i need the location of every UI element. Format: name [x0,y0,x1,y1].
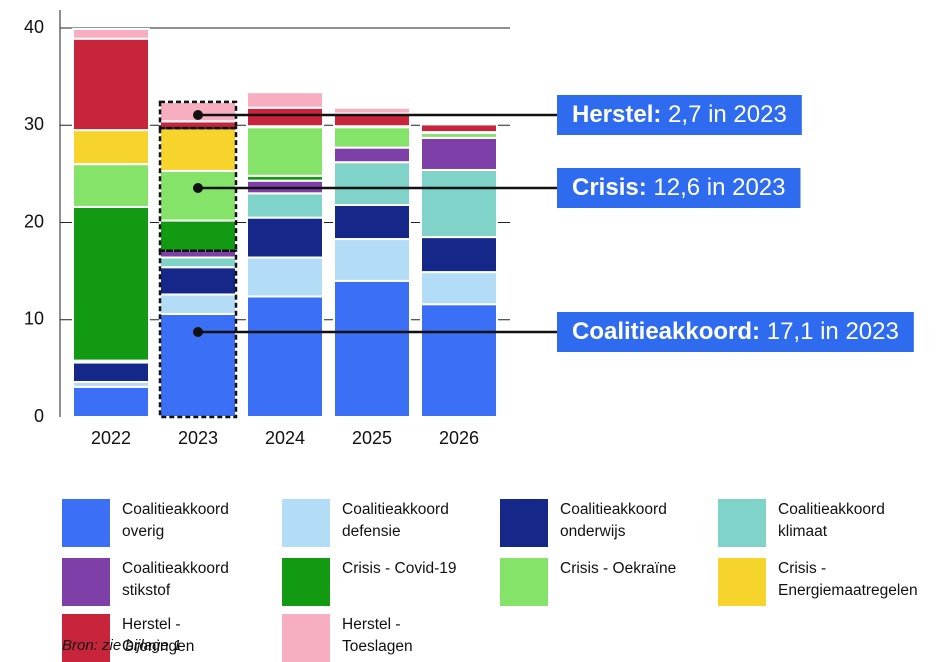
bar-segment [159,219,237,252]
legend-label: Crisis - Covid-19 [342,560,457,577]
bar-segment [246,126,324,177]
bar-segment [420,136,498,171]
annotation-space [647,174,654,201]
bar-segment [420,168,498,239]
bar-segment [72,129,150,166]
legend-item: Coalitieakkoord defensie [282,499,467,547]
bar-segment [72,27,150,40]
legend-swatch [62,499,110,547]
bar-segment [72,205,150,362]
legend-swatch [718,499,766,547]
annotation: Coalitieakkoord: 17,1 in 2023 [572,318,899,345]
legend-label: Coalitieakkoord onderwijs [560,501,667,540]
y-tick-label: 0 [34,406,44,426]
y-tick-label: 20 [24,211,44,231]
bar-segment [420,303,498,418]
legend-item: Coalitieakkoord onderwijs [500,499,685,547]
bar-segment [72,163,150,208]
legend-item: Coalitieakkoord klimaat [718,499,903,547]
bar-segment [72,37,150,132]
legend-item: Coalitieakkoord stikstof [62,558,247,606]
bar-segment [333,106,411,115]
legend-item: Crisis - Oekraïne [500,558,685,606]
bar-segment [420,271,498,306]
legend-label: Herstel - Toeslagen [342,616,413,655]
legend-label: Coalitieakkoord defensie [342,501,449,540]
bar-segment [333,203,411,241]
bar-segment [159,293,237,315]
bar-segment [333,146,411,164]
bar-segment [420,236,498,274]
legend-item: Herstel - Groningen [62,614,247,662]
bar-segment [246,295,324,418]
bar-segment [72,385,150,419]
annotation-box [557,312,914,352]
annotation-box [557,95,802,135]
legend-swatch [282,499,330,547]
annotation-text: 17,1 in 2023 [767,318,899,345]
group-outline [158,249,238,419]
annotation-space [760,318,767,345]
group-outline [158,126,238,252]
legend-swatch [718,558,766,606]
legend-item: Herstel - Toeslagen [282,614,467,662]
legend-label: Coalitieakkoord overig [122,501,229,540]
y-tick-label: 30 [24,114,44,134]
bar-segment [333,161,411,206]
legend-label: Coalitieakkoord klimaat [778,501,885,540]
legend-swatch [62,614,110,662]
annotation-text: 12,6 in 2023 [653,174,785,201]
annotation: Herstel: 2,7 in 2023 [572,101,787,128]
bar-segment [159,127,237,172]
legend-item: Crisis - Energiemaatregelen [718,558,918,606]
annotation-box [557,168,801,208]
bar-segment [246,91,324,109]
bar-segment [72,361,150,383]
legend-label: Herstel - Groningen [122,616,195,655]
annotation-label: Coalitieakkoord: [572,318,760,345]
legend-swatch [282,558,330,606]
annotation-space [661,101,668,128]
bar-segment [159,169,237,222]
y-tick-label: 40 [24,17,44,37]
legend-swatch [62,558,110,606]
bar-segment [246,256,324,298]
bar-segment [246,192,324,219]
legend-item: Coalitieakkoord overig [62,499,247,547]
bar-segment [246,106,324,128]
bar-segment [333,238,411,282]
bar-segment [333,126,411,149]
x-tick-label: 2022 [91,428,131,448]
bar-segment [420,123,498,134]
y-tick-label: 10 [24,309,44,329]
bar-segment [333,279,411,418]
source: Bron: zie bijlage 1 [62,637,182,654]
annotation-label: Crisis: [572,174,647,201]
bar-segment [159,256,237,269]
annotation-label: Herstel: [572,101,661,128]
x-tick-label: 2025 [352,428,392,448]
x-tick-label: 2023 [178,428,218,448]
legend-label: Crisis - Energiemaatregelen [778,560,918,599]
annotation-text: 2,7 in 2023 [668,101,787,128]
legend-label: Crisis - Oekraïne [560,560,677,577]
bar-segment [420,121,498,126]
legend-swatch [500,499,548,547]
bar-segment [246,216,324,259]
legend-item: Crisis - Covid-19 [282,558,467,606]
annotation: Crisis: 12,6 in 2023 [572,174,786,201]
legend-label: Coalitieakkoord stikstof [122,560,229,599]
x-tick-label: 2024 [265,428,305,448]
legend-swatch [282,614,330,662]
bar-segment [159,266,237,296]
x-tick-label: 2026 [439,428,479,448]
legend-swatch [500,558,548,606]
